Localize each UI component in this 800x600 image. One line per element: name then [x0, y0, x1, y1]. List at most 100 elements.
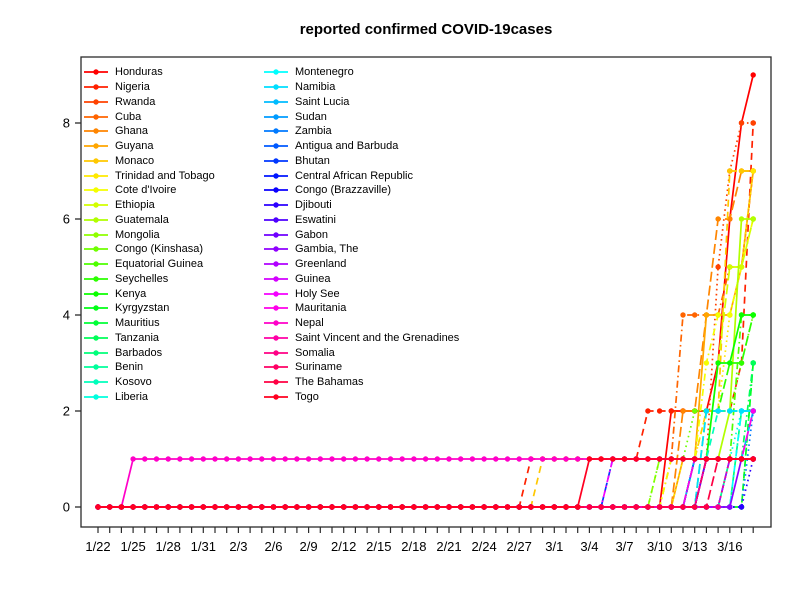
data-point: [563, 456, 569, 462]
data-point: [727, 456, 733, 462]
data-point: [259, 456, 265, 462]
series-greenland: [95, 456, 756, 510]
data-point: [668, 408, 674, 414]
legend-item-honduras: Honduras: [84, 65, 215, 80]
data-point: [153, 504, 160, 510]
data-point: [750, 120, 756, 126]
data-point: [411, 504, 417, 510]
series-line: [98, 458, 755, 508]
legend-label: Liberia: [115, 390, 149, 403]
legend-key-icon: [264, 172, 288, 179]
data-point: [715, 360, 721, 366]
legend-label: Honduras: [115, 66, 163, 79]
legend-item-gabon: Gabon: [264, 227, 459, 242]
series-bhutan: [95, 456, 756, 510]
x-tick-label: 2/3: [229, 539, 247, 554]
data-point: [399, 456, 405, 462]
data-point: [329, 456, 335, 462]
legend-item-guinea: Guinea: [264, 272, 459, 287]
series-line: [98, 458, 754, 508]
legend-label: Congo (Kinshasa): [115, 243, 204, 256]
legend-key-icon: [84, 364, 108, 371]
series-gambia-the: [95, 456, 756, 510]
series-line: [98, 458, 754, 508]
data-point: [305, 456, 312, 462]
data-point: [212, 504, 218, 510]
data-point: [727, 312, 733, 318]
legend-label: Gambia, The: [295, 243, 359, 256]
legend-item-eswatini: Eswatini: [264, 213, 459, 228]
data-point: [493, 456, 499, 462]
legend-item-nigeria: Nigeria: [84, 80, 215, 95]
x-tick-label: 3/10: [647, 539, 672, 554]
legend-key-icon: [264, 128, 288, 135]
legend-item-togo: Togo: [264, 390, 459, 405]
data-point: [738, 360, 745, 366]
data-point: [750, 456, 756, 462]
series-antigua-and-barbuda: [95, 456, 756, 510]
legend-label: Guinea: [295, 272, 331, 285]
legend-item-barbados: Barbados: [84, 345, 215, 360]
legend-item-central-african-republic: Central African Republic: [264, 168, 459, 183]
legend-key-icon: [84, 202, 108, 208]
data-point: [738, 456, 745, 462]
data-point: [282, 456, 288, 462]
x-tick-label: 1/31: [191, 539, 216, 554]
data-point: [692, 312, 698, 318]
legend-label: Guatemala: [115, 213, 169, 226]
series-line: [98, 458, 754, 508]
legend-label: Guyana: [115, 140, 154, 153]
data-point: [551, 456, 557, 462]
legend-key-icon: [264, 69, 288, 76]
legend-key-icon: [264, 217, 288, 223]
x-axis: 1/22 1/25 1/28 1/31 2/3 2/6 2/9 2/12 2/15 2/18 2/2…: [85, 527, 754, 554]
data-point: [341, 456, 347, 462]
legend-key-icon: [84, 394, 108, 400]
legend-key-icon: [264, 364, 288, 371]
series-line: [98, 458, 754, 508]
data-point: [399, 504, 405, 510]
legend-item-sudan: Sudan: [264, 109, 459, 124]
data-point: [142, 504, 148, 510]
data-point: [305, 504, 312, 510]
data-point: [387, 504, 394, 510]
legend-key-icon: [84, 349, 108, 356]
y-tick-label: 0: [63, 500, 70, 515]
data-point: [598, 456, 604, 462]
data-point: [610, 456, 616, 462]
data-point: [200, 456, 206, 462]
data-point: [750, 72, 756, 78]
legend-key-icon: [264, 320, 288, 326]
data-point: [247, 456, 253, 462]
x-tick-label: 2/15: [366, 539, 391, 554]
data-point: [692, 504, 698, 510]
data-point: [212, 456, 218, 462]
legend-label: Mongolia: [115, 228, 160, 241]
legend-item-zambia: Zambia: [264, 124, 459, 139]
data-point: [645, 408, 651, 414]
legend-key-icon: [84, 128, 108, 135]
series-guinea: [95, 456, 756, 510]
series-line: [98, 458, 754, 508]
legend-item-ethiopia: Ethiopia: [84, 198, 215, 213]
series-somalia: [95, 456, 756, 510]
legend-label: Kosovo: [115, 376, 152, 389]
data-point: [376, 456, 382, 462]
data-point: [727, 408, 733, 414]
legend-label: Nepal: [295, 317, 324, 330]
legend-item-guatemala: Guatemala: [84, 213, 215, 228]
legend-label: Nigeria: [115, 81, 150, 94]
legend-key-icon: [84, 172, 108, 179]
series-line: [98, 458, 754, 508]
legend-item-tanzania: Tanzania: [84, 331, 215, 346]
data-point: [177, 456, 183, 462]
series-gabon: [95, 456, 756, 510]
data-point: [528, 456, 534, 462]
series-togo: [95, 456, 756, 510]
data-point: [200, 504, 206, 510]
data-point: [586, 456, 593, 462]
legend-item-suriname: Suriname: [264, 360, 459, 375]
data-point: [738, 504, 745, 510]
legend-key-icon: [84, 113, 108, 120]
data-point: [750, 312, 756, 318]
